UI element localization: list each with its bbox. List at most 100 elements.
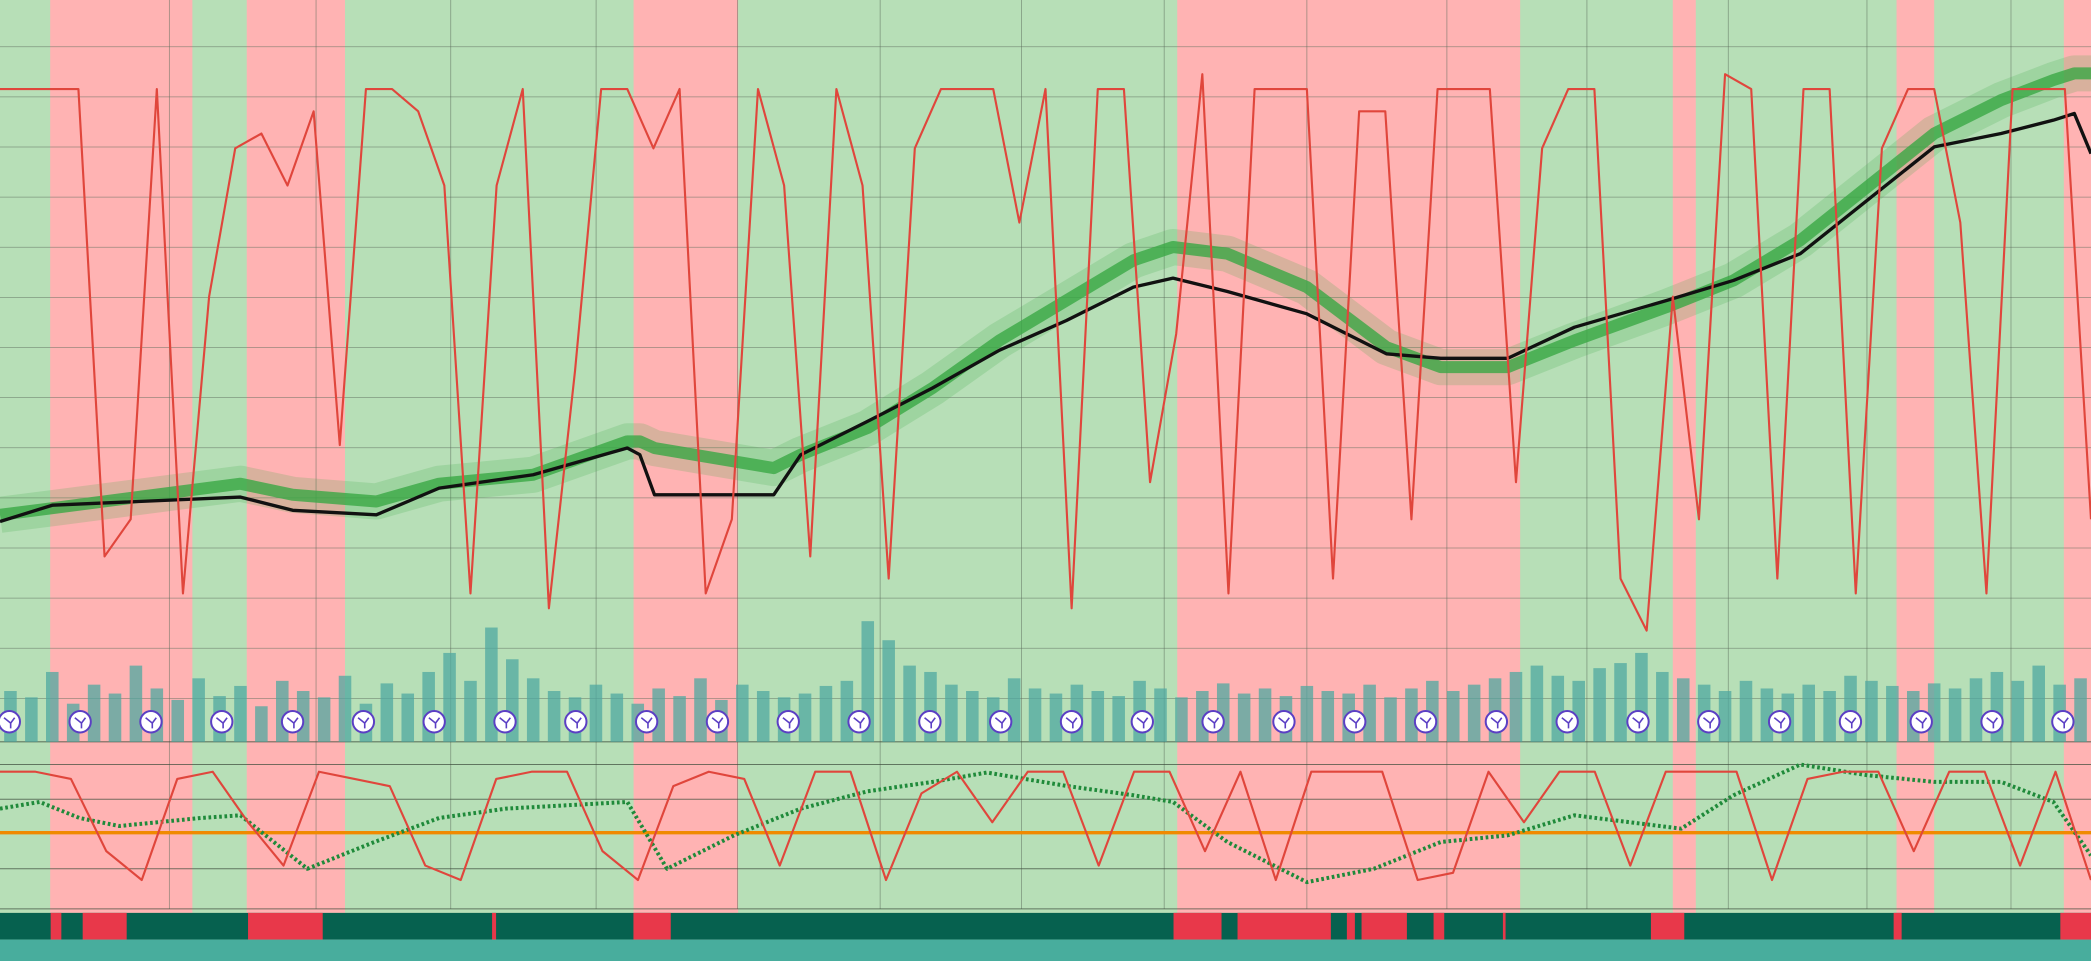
- volume-bar: [882, 640, 895, 742]
- session-icon-glyph: [711, 717, 724, 729]
- volume-bar: [401, 693, 415, 742]
- volume-bar: [1948, 688, 1962, 742]
- session-icon-glyph: [499, 717, 511, 729]
- session-icon-glyph: [1773, 717, 1786, 729]
- volume-bar: [1405, 688, 1418, 742]
- volume-bar: [1091, 691, 1105, 742]
- session-icon-glyph: [1844, 717, 1857, 729]
- volume-bar: [380, 683, 394, 742]
- session-icon-glyph: [1207, 717, 1220, 729]
- regime-bands: [50, 0, 2091, 961]
- volume-bar: [1656, 671, 1669, 742]
- series-line: [0, 111, 2091, 524]
- volume-bar: [2032, 665, 2045, 742]
- volume-bar: [673, 696, 686, 742]
- strip-segment: [633, 912, 671, 940]
- volume-bar: [87, 684, 101, 742]
- volume-bar: [1676, 678, 1690, 742]
- volume-bar: [464, 680, 477, 742]
- session-icon-glyph: [994, 717, 1007, 729]
- session-icon-glyph: [428, 717, 441, 729]
- volume-bar: [1028, 688, 1042, 742]
- volume-bar: [108, 693, 122, 742]
- volume-bar: [819, 685, 833, 742]
- strip-segment: [1502, 912, 1506, 940]
- volume-bar: [526, 678, 540, 742]
- strip-segment: [248, 912, 323, 940]
- volume-bar: [1300, 685, 1314, 742]
- volume-bar: [945, 684, 958, 742]
- volume-bar: [736, 684, 749, 742]
- volume-bar: [1802, 684, 1815, 742]
- session-icon-glyph: [357, 717, 370, 729]
- strip-segment: [1237, 912, 1331, 940]
- session-icon-glyph: [1278, 717, 1290, 729]
- strip-segment: [492, 912, 497, 940]
- volume-bar: [338, 675, 352, 742]
- volume-bar: [2011, 680, 2025, 742]
- volume-bar: [589, 684, 603, 742]
- session-icon-glyph: [853, 717, 866, 729]
- volume-bar: [966, 691, 979, 742]
- strip-base-light: [0, 939, 2091, 961]
- session-icon-glyph: [1561, 717, 1574, 729]
- signal-strip: [0, 912, 2091, 961]
- session-icon-glyph: [1490, 717, 1503, 729]
- series-line: [0, 67, 2091, 521]
- volume-bar: [1112, 696, 1125, 742]
- volume-bar: [443, 652, 456, 742]
- volume-bar: [234, 685, 247, 742]
- volume-bar: [1760, 688, 1774, 742]
- volume-bar: [2074, 678, 2087, 742]
- session-icon-glyph: [1065, 717, 1078, 729]
- strip-segment: [50, 912, 62, 940]
- session-icon-glyph: [1986, 717, 1999, 729]
- volume-bar: [1384, 697, 1397, 742]
- volume-bar: [1049, 693, 1063, 742]
- volume-bar: [798, 693, 812, 742]
- volume-bar: [129, 665, 143, 742]
- session-icon-glyph: [145, 717, 157, 729]
- strip-segment: [1893, 912, 1902, 940]
- session-icon-glyph: [215, 717, 228, 729]
- volume-bar: [192, 678, 205, 742]
- volume-bar: [1321, 691, 1335, 742]
- volume-bar: [1467, 684, 1481, 742]
- session-icon-glyph: [286, 717, 299, 729]
- oscillator-line: [0, 770, 2091, 882]
- volume-bar: [255, 706, 268, 742]
- volume-bar: [756, 691, 770, 742]
- session-icon-glyph: [1136, 717, 1149, 729]
- session-icon-glyph: [1419, 717, 1432, 729]
- volume-bar: [46, 671, 59, 742]
- volume-bar: [610, 693, 624, 742]
- regime-band: [246, 0, 346, 913]
- strip-segment: [1433, 912, 1445, 940]
- regime-band: [50, 0, 193, 913]
- volume-bar: [1739, 680, 1753, 742]
- volume-bar: [840, 680, 854, 742]
- volume-bar: [1969, 678, 1983, 742]
- volume-bar: [1572, 680, 1585, 742]
- session-icon-glyph: [2057, 717, 2069, 729]
- strip-segment: [1650, 912, 1685, 940]
- session-icon-glyph: [1348, 717, 1361, 729]
- strip-segment: [1173, 912, 1222, 940]
- strip-segment: [82, 912, 127, 940]
- regime-band: [1177, 0, 1521, 913]
- volume-bar: [317, 697, 331, 742]
- session-icon-glyph: [1632, 717, 1644, 729]
- volume-bar: [1886, 685, 1899, 742]
- oscillator-line: [0, 73, 2091, 632]
- volume-bar: [1007, 678, 1021, 742]
- volume-bar: [1865, 680, 1878, 742]
- strip-segment: [2060, 912, 2091, 940]
- volume-bar: [1718, 691, 1732, 742]
- volume-bar: [694, 678, 707, 742]
- session-icon-glyph: [1702, 717, 1715, 729]
- session-icon-glyph: [74, 717, 87, 729]
- marks: [0, 55, 2091, 885]
- volume-bar: [1530, 665, 1544, 742]
